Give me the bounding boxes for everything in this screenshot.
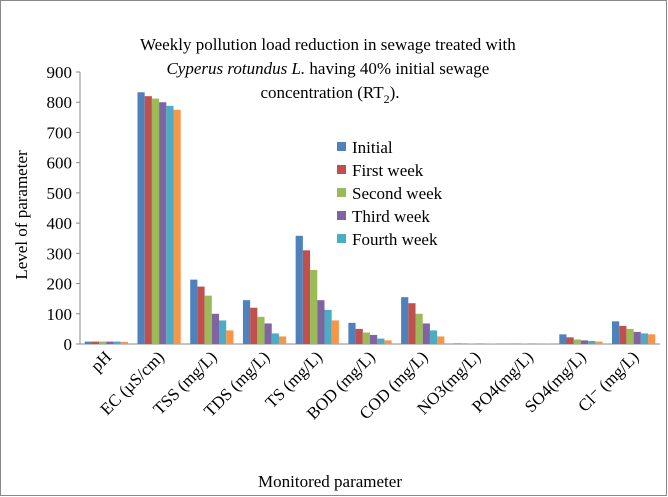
bar	[612, 321, 620, 344]
bar	[453, 343, 462, 344]
bar	[250, 307, 258, 344]
bar	[348, 322, 356, 344]
legend-label: First week	[352, 161, 424, 180]
legend-label: Initial	[352, 138, 393, 157]
bar	[84, 341, 92, 344]
legend-swatch	[337, 211, 346, 220]
y-tick-label: 300	[47, 244, 73, 263]
bar	[271, 333, 279, 344]
bar	[595, 341, 603, 344]
bar	[302, 250, 311, 344]
bar	[415, 313, 423, 344]
bar	[242, 300, 251, 344]
bar	[113, 341, 121, 344]
bar	[106, 341, 114, 344]
bar	[295, 235, 303, 344]
bar	[362, 332, 370, 344]
y-tick-label: 0	[64, 335, 73, 354]
bar	[144, 96, 152, 344]
bar	[640, 333, 649, 344]
y-tick-label: 200	[47, 275, 73, 294]
legend-swatch	[337, 188, 346, 197]
bar	[99, 341, 107, 344]
bar	[257, 316, 265, 344]
bar	[355, 328, 363, 344]
title-subscript: 2	[384, 92, 390, 106]
y-tick-label: 500	[47, 184, 73, 203]
y-tick-label: 700	[47, 123, 73, 142]
bar	[408, 303, 416, 344]
bar	[429, 330, 438, 344]
bar	[401, 297, 409, 344]
bar	[324, 309, 332, 344]
y-axis-label: Level of parameter	[12, 150, 31, 280]
legend-label: Third week	[352, 207, 430, 226]
legend-label: Fourth week	[352, 230, 438, 249]
y-tick-label: 900	[47, 63, 73, 82]
bar	[580, 340, 589, 344]
bar	[573, 339, 581, 344]
bar	[264, 323, 272, 344]
bar	[310, 269, 318, 344]
bar	[648, 334, 656, 344]
bar	[278, 336, 287, 344]
bar	[151, 98, 160, 345]
y-tick-label: 600	[47, 154, 73, 173]
legend-swatch	[337, 165, 346, 174]
bar	[566, 337, 574, 344]
bar	[137, 92, 145, 344]
chart-title: Weekly pollution load reduction in sewag…	[140, 35, 520, 106]
bar	[384, 340, 392, 344]
bar	[626, 328, 634, 344]
bar	[331, 320, 339, 344]
bar	[317, 300, 325, 344]
bar	[211, 313, 220, 344]
bar	[559, 334, 567, 344]
y-tick-label: 800	[47, 93, 73, 112]
bar	[166, 105, 174, 344]
title-line: Weekly pollution load reduction in sewag…	[140, 35, 516, 54]
bar	[190, 279, 198, 344]
y-tick-label: 100	[47, 305, 73, 324]
title-line: having 40% initial sewage	[305, 59, 489, 78]
bar	[226, 330, 234, 344]
legend-swatch	[337, 142, 346, 151]
legend-label: Second week	[352, 184, 443, 203]
x-axis-label: Monitored parameter	[258, 472, 402, 491]
bar	[633, 331, 641, 344]
bar	[120, 341, 128, 344]
y-tick-label: 400	[47, 214, 73, 233]
bar	[377, 338, 385, 344]
bar	[159, 102, 167, 344]
bar	[204, 295, 212, 344]
bar	[437, 336, 445, 344]
title-line: ).	[390, 83, 400, 102]
bar	[370, 334, 378, 344]
bar	[588, 340, 596, 344]
bar	[173, 109, 181, 345]
bar	[197, 286, 205, 344]
bar	[91, 341, 100, 344]
bar	[619, 325, 627, 344]
title-italic: Cyperus rotundus L.	[166, 59, 305, 78]
title-line: concentration (RT	[260, 83, 384, 102]
bar	[219, 320, 227, 344]
legend-swatch	[337, 234, 346, 243]
bar	[422, 323, 430, 344]
